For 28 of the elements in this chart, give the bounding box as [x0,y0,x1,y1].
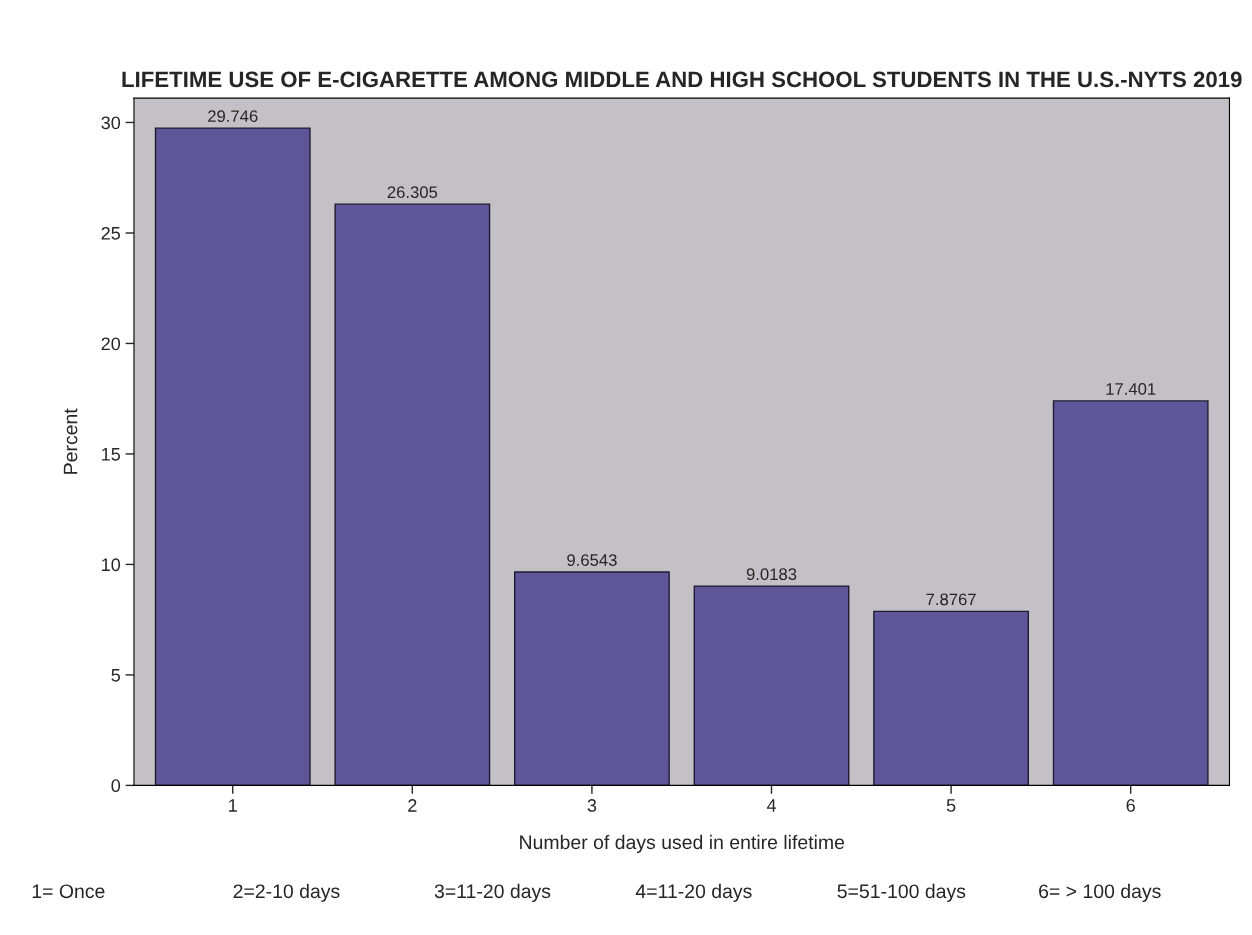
text: 1= Once [32,884,105,899]
text: 6= > 100 days [1039,883,1161,902]
y-tick-label: 5 [111,669,121,682]
y-axis-title: Percent [63,408,78,474]
x-tick-label: 3 [587,799,597,812]
data-label: 9.0183 [746,568,797,581]
data-label: 17.401 [1106,383,1156,395]
x-tick-label: 5 [946,799,956,812]
x-tick-label: 2 [408,799,417,812]
y-tick-label: 30 [101,116,121,130]
text: 3=11-20 days [434,883,551,902]
data-label: 29.746 [208,110,258,123]
data-label: 26.305 [387,186,438,199]
x-tick-label: 6 [1126,799,1135,812]
x-axis-title: Number of days used in entire lifetime [520,834,845,853]
data-label: 9.6543 [567,554,617,566]
text: 4=11-20 days [635,883,752,902]
text: 2=2-10 days [233,883,340,902]
x-tick-label: 4 [766,799,776,812]
data-label: 7.8767 [926,593,976,606]
y-tick-label: 0 [111,779,121,793]
chart-title: LIFETIME USE OF E-CIGARETTE AMONG MIDDLE AND HIGH SCHOOL STUDENTS IN THE U.S.-NYTS 2019 [122,71,1242,88]
y-tick-label: 10 [102,558,121,572]
y-tick-label: 15 [102,448,121,461]
y-tick-label: 20 [101,337,121,351]
y-tick-label: 25 [101,226,121,240]
text: 5=51-100 days [837,883,966,902]
x-tick-label: 1 [229,799,237,812]
